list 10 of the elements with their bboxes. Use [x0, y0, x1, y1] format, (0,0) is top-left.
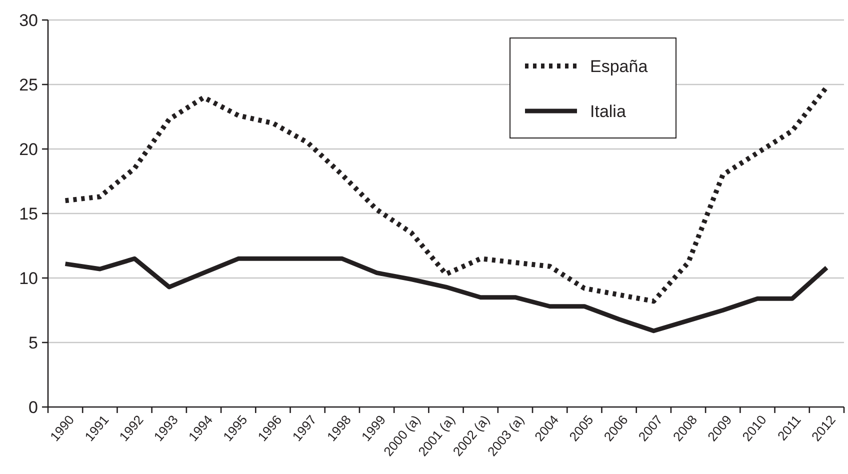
y-tick-label: 25: [19, 75, 38, 94]
y-tick-label: 5: [28, 333, 38, 352]
line-series: [63, 256, 829, 334]
y-tick-label: 10: [19, 268, 38, 288]
y-tick-label: 30: [19, 10, 38, 30]
y-tick-label: 15: [19, 204, 38, 224]
y-tick-label: 0: [28, 398, 38, 417]
legend-label: Italia: [590, 102, 626, 121]
legend-label: España: [590, 56, 648, 76]
y-tick-label: 20: [19, 140, 38, 159]
